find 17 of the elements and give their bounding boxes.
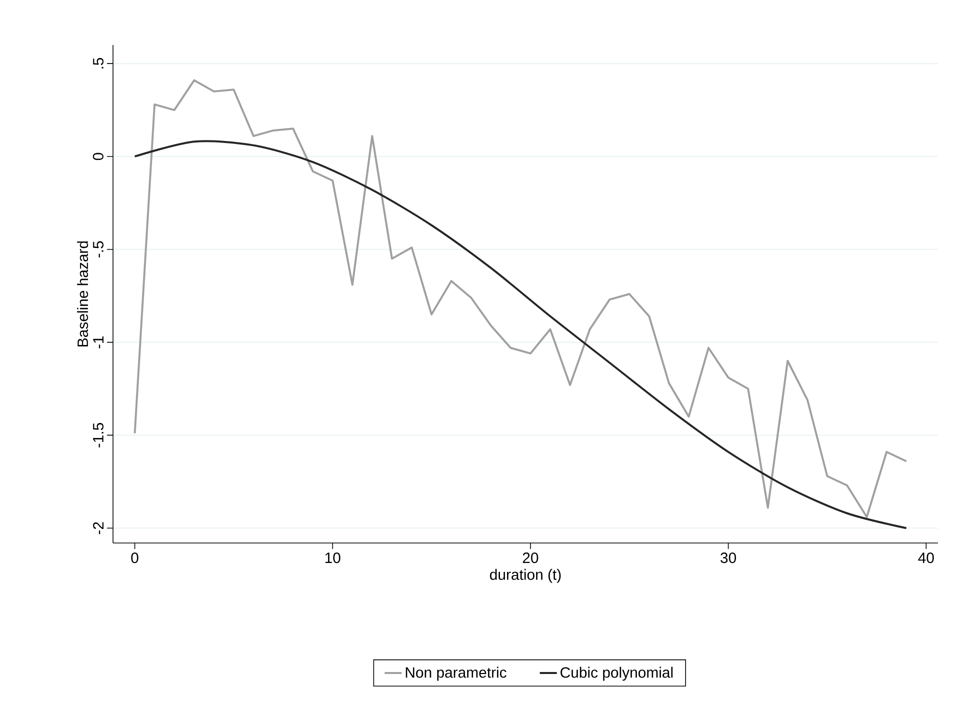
legend-label: Non parametric xyxy=(406,666,506,681)
y-tick-label: -2 xyxy=(93,522,104,534)
x-tick-label: 10 xyxy=(325,552,340,564)
x-tick-label: 30 xyxy=(720,552,736,564)
y-tick-label: -.5 xyxy=(93,241,104,258)
x-tick-label: 20 xyxy=(522,552,538,564)
y-axis-title: Baseline hazard xyxy=(77,241,88,346)
x-axis-title: duration (t) xyxy=(490,568,561,583)
x-tick-label: 40 xyxy=(918,552,934,564)
y-tick-label: -1 xyxy=(93,336,104,348)
y-tick-label: .5 xyxy=(93,58,104,68)
x-tick-label: 0 xyxy=(131,552,138,564)
line-series xyxy=(134,79,908,518)
line-series xyxy=(134,140,908,530)
y-tick-label: 0 xyxy=(92,152,104,160)
y-tick-label: -1.5 xyxy=(93,422,104,448)
legend-label: Cubic polynomial xyxy=(560,666,673,681)
